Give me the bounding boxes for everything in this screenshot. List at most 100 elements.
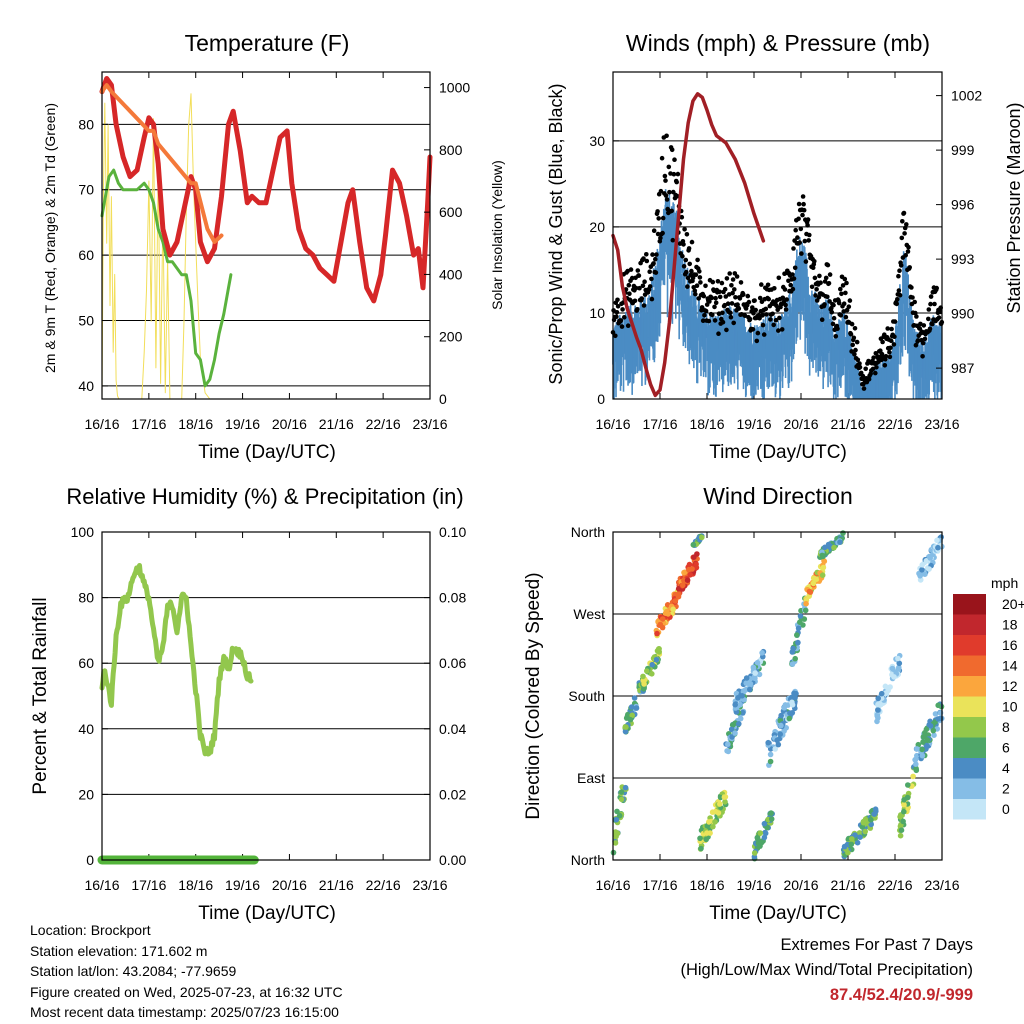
wind-gust-point: [809, 284, 815, 290]
wind-gust-point: [812, 259, 817, 264]
y-tick-label: 10: [589, 305, 605, 321]
wind-gust-point: [810, 265, 816, 271]
wind-gust-point: [614, 310, 620, 315]
wind-gust-point: [717, 289, 722, 295]
wind-direction-point: [725, 741, 731, 747]
wind-gust-point: [658, 235, 663, 241]
y2-tick-label: 1000: [439, 80, 470, 96]
wind-direction-point: [686, 561, 693, 568]
wind-direction-point: [772, 746, 778, 752]
wind-gust-point: [724, 327, 729, 333]
x-tick-label: 21/16: [830, 877, 865, 893]
wind-gust-point: [857, 361, 862, 366]
wind-gust-point: [675, 193, 680, 199]
x-tick-label: 22/16: [877, 416, 912, 432]
wind-direction-point: [901, 801, 907, 808]
wind-direction-point: [919, 746, 925, 753]
wind-direction-point: [931, 732, 937, 738]
y2-tick-label: 600: [439, 204, 463, 220]
wind-gust-point: [723, 294, 729, 299]
wind-gust-point: [614, 314, 619, 320]
wind-gust-point: [737, 296, 743, 301]
wind-gust-point: [745, 293, 751, 299]
wind-direction-point: [747, 686, 753, 693]
y-tick-label: 40: [78, 378, 94, 394]
wind-gust-point: [929, 321, 935, 327]
wind-gust-point: [851, 335, 857, 341]
wind-direction-point: [917, 573, 923, 579]
wind-gust-point: [687, 261, 692, 267]
wind-direction-point: [789, 710, 796, 716]
wind-direction-point: [656, 646, 662, 652]
wind-gust-point: [747, 316, 753, 322]
wind-direction-point: [622, 728, 629, 735]
wind-direction-point: [740, 709, 746, 716]
wind-direction-point: [849, 836, 855, 842]
wind-gust-point: [722, 286, 728, 292]
wind-direction-point: [913, 761, 919, 767]
wind-gust-point: [622, 315, 627, 320]
wind-gust-point: [639, 296, 645, 301]
wind-direction-point: [670, 606, 676, 613]
wind-direction-point: [898, 827, 905, 833]
wind-direction-point: [682, 569, 688, 576]
wind-gust-point: [712, 318, 718, 323]
wind-gust-point: [666, 164, 672, 170]
wind-gust-point: [818, 280, 823, 286]
wind-gust-point: [926, 316, 931, 322]
x-tick-label: 23/16: [924, 877, 959, 893]
wind-direction-point: [706, 819, 712, 825]
wind-direction-point: [927, 555, 933, 561]
winds-chart-title: Winds (mph) & Pressure (mb): [626, 30, 930, 56]
wind-gust-point: [823, 275, 829, 281]
legend-swatch: [953, 676, 986, 697]
wind-gust-point: [825, 294, 830, 300]
y-tick-label: 80: [78, 590, 94, 606]
wind-direction-point: [659, 616, 666, 622]
wind-gust-point: [663, 193, 669, 198]
wind-gust-point: [773, 317, 779, 323]
wind-gust-point: [772, 286, 777, 291]
wind-gust-point: [866, 377, 872, 382]
wind-gust-point: [720, 319, 726, 325]
wind-gust-point: [843, 290, 848, 296]
wind-gust-point: [790, 272, 795, 277]
legend-label: 0: [1002, 801, 1010, 817]
wind-gust-point: [805, 223, 810, 228]
wind-direction-point: [754, 834, 761, 841]
wind-gust-point: [684, 232, 690, 237]
x-tick-label: 16/16: [595, 877, 630, 893]
wind-gust-point: [883, 354, 889, 359]
wind-gust-point: [841, 301, 847, 307]
wind-direction-point: [752, 675, 758, 682]
plot-frame: [612, 71, 943, 400]
wind-gust-point: [713, 295, 718, 301]
wind-gust-point: [857, 364, 863, 370]
wind-gust-point: [664, 133, 669, 139]
wind-direction-point: [935, 544, 941, 551]
wind-gust-point: [889, 326, 894, 332]
extremes-title: Extremes For Past 7 Days: [780, 936, 973, 954]
y2-tick-label: 0.06: [439, 655, 466, 671]
wind-gust-point: [764, 312, 769, 317]
wind-gust-point: [833, 334, 839, 339]
wind-direction-point: [821, 558, 827, 564]
y2-tick-label: 993: [951, 251, 975, 267]
wind-direction-point: [901, 808, 907, 815]
temperature-y-axis-label: 2m & 9m T (Red, Orange) & 2m Td (Green): [42, 103, 58, 373]
wind-gust-point: [656, 216, 661, 221]
wind-gust-point: [696, 296, 701, 301]
wind-direction-point: [889, 665, 896, 672]
wind-gust-point: [902, 231, 907, 236]
wind-gust-point: [900, 219, 905, 224]
wind-gust-point: [702, 313, 707, 318]
wind-direction-point: [724, 748, 730, 754]
wind-gust-point: [816, 295, 822, 300]
station-location: Location: Brockport: [30, 922, 151, 938]
wind-direction-point: [618, 796, 625, 803]
wind-gust-point: [932, 301, 937, 307]
wind-direction-point: [792, 655, 798, 662]
wind-gust-point: [822, 302, 827, 307]
legend-swatch: [953, 594, 986, 615]
wind-direction-point: [742, 687, 748, 694]
